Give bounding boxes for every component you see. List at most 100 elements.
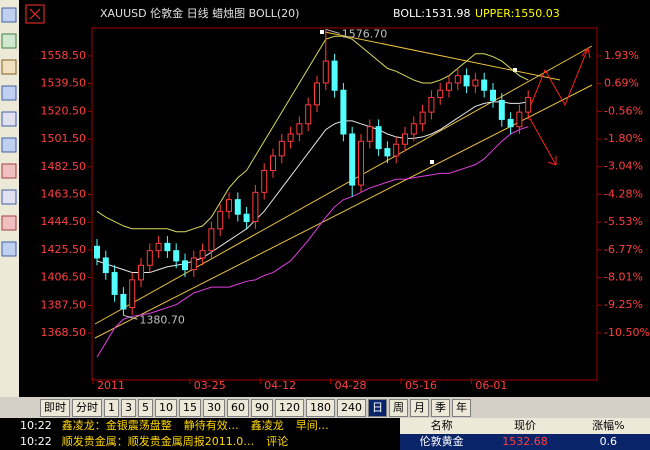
period-button[interactable]: 30 xyxy=(203,398,225,417)
period-button[interactable]: 240 xyxy=(337,398,366,417)
period-button[interactable]: 10 xyxy=(155,398,177,417)
candle-body xyxy=(146,250,153,266)
indicator-label: UPPER:1550.03 xyxy=(475,7,560,20)
candle-body xyxy=(94,245,100,259)
news-time: 10:22 xyxy=(20,435,52,448)
candle-body xyxy=(366,126,373,142)
x-tick-label: 2011 xyxy=(97,379,125,392)
y2-tick-label: -6.77% xyxy=(604,243,643,256)
annotation: 1576.70 xyxy=(342,27,388,40)
candle-body xyxy=(454,75,461,84)
y2-tick-label: -3.04% xyxy=(604,160,643,173)
candle-body xyxy=(384,148,391,157)
y2-tick-label: -0.56% xyxy=(604,104,643,117)
candle-body xyxy=(358,140,364,186)
period-button[interactable]: 分时 xyxy=(72,398,102,417)
candle-body xyxy=(402,133,408,145)
y2-tick-label: -10.50% xyxy=(604,326,650,339)
period-button[interactable]: 3 xyxy=(121,398,136,417)
candle-body xyxy=(305,104,312,125)
period-button[interactable]: 周 xyxy=(389,398,408,417)
candle-body xyxy=(340,89,347,135)
x-tick-label: 05-16 xyxy=(405,379,437,392)
candle-body xyxy=(111,272,118,295)
news-item[interactable]: 静待有效… xyxy=(183,419,239,432)
candle-body xyxy=(138,264,144,281)
candle-body xyxy=(507,118,514,128)
candle-body xyxy=(120,293,127,310)
candle-body xyxy=(243,213,250,223)
y2-tick-label: 1.93% xyxy=(604,49,639,62)
news-item[interactable]: 鑫凌龙 xyxy=(250,419,284,432)
candle-body xyxy=(182,260,188,271)
candle-body xyxy=(234,199,241,215)
boll-line xyxy=(96,126,529,358)
period-button[interactable]: 180 xyxy=(306,398,335,417)
period-button[interactable]: 15 xyxy=(179,398,201,417)
toolbar-icons xyxy=(1,4,45,257)
candle-body xyxy=(331,60,338,91)
y-tick-label: 1501.50 xyxy=(41,132,87,145)
x-tick-label: 04-28 xyxy=(335,379,367,392)
candle-body xyxy=(129,279,136,309)
boll-line xyxy=(96,35,529,233)
y2-tick-label: -4.28% xyxy=(604,187,643,200)
period-button[interactable]: 5 xyxy=(138,398,153,417)
period-button[interactable]: 即时 xyxy=(40,398,70,417)
plot-frame xyxy=(91,27,598,381)
table-header: 名称 现价 涨幅% xyxy=(400,418,650,434)
news-row: 10:22 鑫凌龙：金银震荡盘整 静待有效… 鑫凌龙 早间… xyxy=(0,418,398,434)
period-button[interactable]: 120 xyxy=(275,398,304,417)
y2-tick-label: 0.69% xyxy=(604,77,639,90)
news-list: 10:22 鑫凌龙：金银震荡盘整 静待有效… 鑫凌龙 早间… 10:22 顺发贵金属：顺发贵… xyxy=(0,418,398,450)
annotation: 1380.70 xyxy=(139,313,185,326)
y-tick-label: 1539.50 xyxy=(41,77,87,90)
candle-body xyxy=(199,250,206,259)
candle-body xyxy=(490,89,496,101)
x-tick-label: 03-25 xyxy=(194,379,226,392)
period-button[interactable]: 年 xyxy=(452,398,471,417)
table-cell: 1532.68 xyxy=(502,435,548,448)
y-tick-label: 1520.50 xyxy=(41,104,87,117)
period-button[interactable]: 90 xyxy=(251,398,273,417)
candle-body xyxy=(349,133,356,186)
header-cell: 涨幅% xyxy=(592,419,625,432)
candle-body xyxy=(463,75,470,87)
period-button[interactable]: 季 xyxy=(431,398,450,417)
candle-body xyxy=(164,242,171,252)
candle-body xyxy=(217,210,224,230)
candle-body xyxy=(190,257,197,271)
period-button[interactable]: 月 xyxy=(410,398,429,417)
candle-body xyxy=(314,82,320,106)
candle-body xyxy=(516,111,523,128)
news-row: 10:22 顺发贵金属：顺发贵金属周报2011.0… 评论 xyxy=(0,434,398,450)
news-item[interactable]: 顺发贵金属：顺发贵金属周报2011.0… xyxy=(61,435,255,448)
y2-tick-label: -8.01% xyxy=(604,270,643,283)
news-item[interactable]: 鑫凌龙：金银震荡盘整 xyxy=(61,419,172,432)
y-tick-label: 1387.50 xyxy=(41,298,87,311)
chart: XAUUSD 伦敦金 日线 蜡烛图 BOLL(20) 1558.50 1539.5… xyxy=(0,0,650,397)
y2-tick-label: -5.53% xyxy=(604,215,643,228)
candle-body xyxy=(419,111,426,125)
quote-table: 名称 现价 涨幅% 伦敦黄金 1532.68 0.6 xyxy=(400,418,650,450)
period-button[interactable]: 日 xyxy=(368,398,387,417)
y-tick-label: 1406.50 xyxy=(41,271,87,284)
news-item[interactable]: 早间… xyxy=(295,419,329,432)
annotation-leader xyxy=(325,28,340,34)
period-button[interactable]: 1 xyxy=(104,398,119,417)
candle-body xyxy=(375,126,382,150)
candle-body xyxy=(446,82,452,91)
candle-body xyxy=(226,199,232,212)
y2-tick-label: -1.80% xyxy=(604,132,643,145)
candle-body xyxy=(393,143,400,157)
candle-body xyxy=(525,97,532,113)
candle-body xyxy=(278,140,285,157)
news-item[interactable]: 评论 xyxy=(266,435,289,448)
table-cell: 0.6 xyxy=(599,435,618,448)
indicator-label: BOLL:1531.98 xyxy=(393,7,470,20)
header-cell: 现价 xyxy=(513,419,536,432)
candle-body xyxy=(296,123,303,135)
period-bar: 即时 分时 1 3 5 10 15 30 60 90 120 180 240 日周月季年 xyxy=(0,397,650,418)
period-button[interactable]: 60 xyxy=(227,398,249,417)
